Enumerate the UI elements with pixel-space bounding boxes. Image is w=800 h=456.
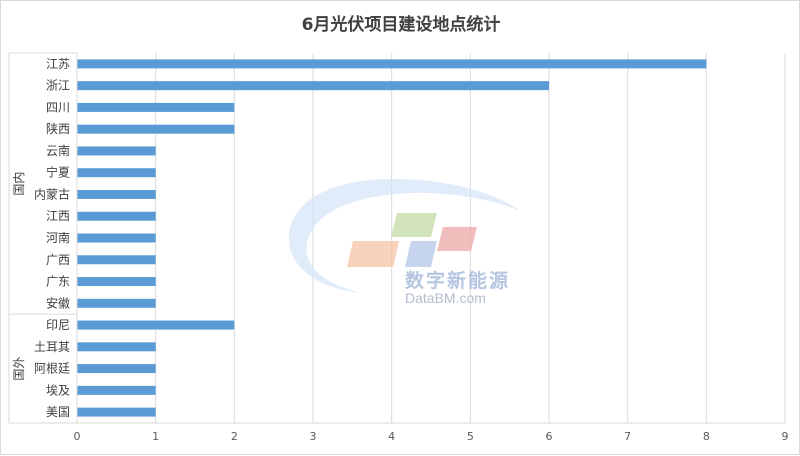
- category-label: 广东: [46, 275, 70, 289]
- watermark-cn-text: 数字新能源: [405, 269, 510, 292]
- bar: [77, 211, 156, 221]
- bar: [77, 342, 156, 352]
- x-tick-label: 4: [388, 430, 395, 443]
- bar: [77, 59, 707, 69]
- category-label: 内蒙古: [34, 186, 70, 201]
- bar: [77, 189, 156, 199]
- group-label: 国内: [12, 172, 26, 196]
- category-label: 广西: [46, 253, 70, 267]
- bar: [77, 407, 156, 417]
- bar: [77, 102, 235, 112]
- watermark-logo: 数字新能源 DataBM.com: [289, 179, 521, 306]
- bar: [77, 146, 156, 156]
- category-label: 土耳其: [34, 340, 70, 354]
- x-tick-label: 3: [310, 430, 317, 443]
- bar: [77, 385, 156, 395]
- bars: [77, 59, 707, 417]
- category-label: 陕西: [46, 121, 70, 136]
- chart-title: 6月光伏项目建设地点统计: [301, 15, 501, 35]
- bar: [77, 364, 156, 374]
- bar: [77, 277, 156, 287]
- category-label: 江西: [46, 209, 70, 223]
- bar: [77, 81, 549, 91]
- x-tick-label: 8: [703, 430, 710, 443]
- x-tick-label: 1: [152, 430, 159, 443]
- category-label: 阿根廷: [34, 362, 70, 376]
- watermark-en-text: DataBM.com: [405, 290, 486, 306]
- category-label: 美国: [46, 405, 70, 419]
- category-label: 印尼: [46, 318, 70, 332]
- x-tick-label: 2: [231, 430, 238, 443]
- bar: [77, 320, 235, 330]
- category-label: 江苏: [46, 57, 70, 71]
- category-label: 安徽: [46, 295, 70, 310]
- x-tick-label: 0: [74, 430, 81, 443]
- axes: 0 1 2 3 4 5 6 7 8 9 江苏浙江四川陕西云南宁夏内蒙古江西河南广西广东安徽印尼土耳其…: [8, 52, 789, 443]
- category-label: 宁夏: [46, 165, 70, 180]
- category-label: 四川: [46, 100, 70, 114]
- category-label: 浙江: [46, 79, 70, 93]
- x-tick-label: 9: [782, 430, 789, 443]
- bar: [77, 298, 156, 308]
- bar: [77, 124, 235, 134]
- group-label: 国外: [12, 357, 26, 381]
- bar: [77, 233, 156, 243]
- bar: [77, 168, 156, 178]
- x-tick-label: 5: [467, 430, 474, 443]
- bar: [77, 255, 156, 265]
- category-label: 云南: [46, 143, 70, 158]
- x-tick-label: 6: [546, 430, 553, 443]
- category-label: 埃及: [46, 383, 70, 397]
- category-label: 河南: [46, 230, 70, 245]
- x-tick-label: 7: [624, 430, 631, 443]
